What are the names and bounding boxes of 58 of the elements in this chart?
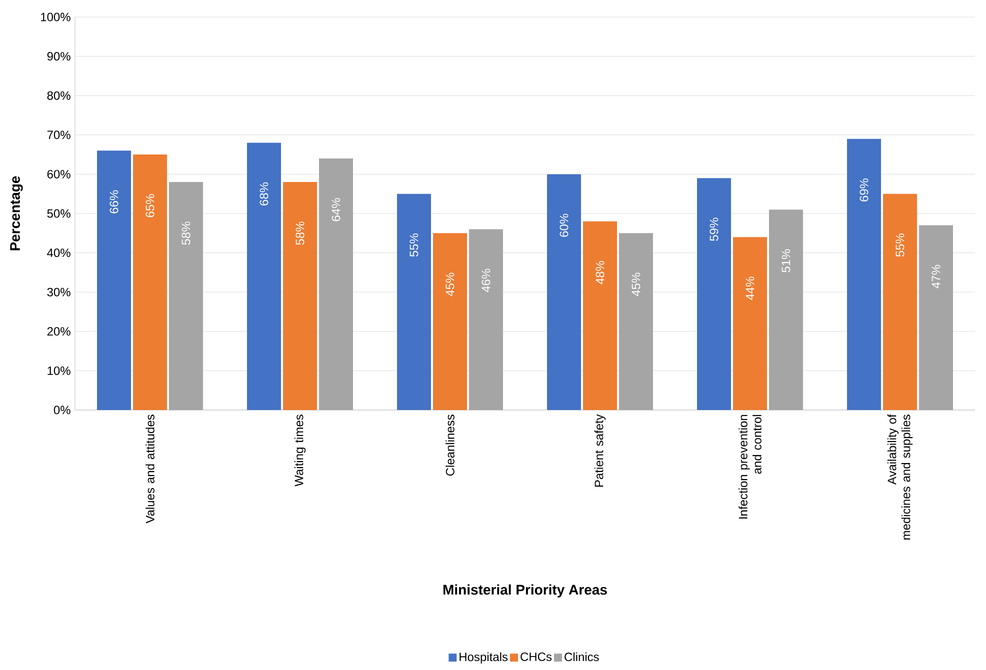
data-label: 69%	[860, 178, 868, 202]
y-tick-label: 60%	[47, 170, 70, 178]
bar	[619, 233, 654, 410]
x-axis-title: Ministerial Priority Areas	[443, 584, 607, 598]
bar	[283, 182, 318, 410]
y-tick-label: 10%	[48, 366, 70, 375]
data-label: 51%	[782, 249, 790, 272]
x-tick-label: Values and attitudes	[146, 414, 154, 524]
data-label: 55%	[410, 233, 418, 257]
data-label: 47%	[932, 264, 940, 288]
x-tick-label: Cleanliness	[446, 414, 454, 476]
data-label: 58%	[182, 222, 190, 245]
x-tick-label: Infection prevention and control	[738, 414, 762, 518]
data-label: 45%	[446, 272, 454, 296]
y-tick-label: 50%	[47, 209, 70, 218]
y-tick-label: 70%	[47, 130, 70, 140]
data-label: 46%	[482, 268, 490, 292]
y-tick-label: 40%	[47, 248, 70, 258]
data-label: 60%	[560, 214, 568, 237]
bar	[847, 138, 882, 410]
data-label: 68%	[260, 182, 268, 206]
x-tick-label: Waiting times	[294, 414, 306, 486]
x-tick-label: Patient safety	[594, 414, 606, 487]
bar	[433, 233, 468, 410]
data-label: 45%	[632, 272, 640, 296]
legend-label: Clinics	[564, 652, 599, 662]
bar	[133, 154, 167, 410]
x-tick-label: Availability of medicines and supplies	[887, 414, 913, 540]
bar	[397, 194, 432, 410]
data-label: 58%	[296, 222, 304, 245]
bar	[883, 194, 918, 410]
data-label: 64%	[332, 198, 340, 222]
data-label: 44%	[746, 276, 754, 300]
y-tick-label: 90%	[47, 52, 70, 61]
bar	[97, 150, 131, 410]
data-label: 66%	[110, 190, 118, 214]
bar	[733, 237, 768, 410]
bar	[919, 225, 954, 410]
data-label: 65%	[146, 194, 154, 218]
data-label: 55%	[896, 233, 904, 257]
legend-label: CHCs	[520, 652, 552, 661]
y-tick-label: 20%	[47, 327, 70, 336]
y-tick-label: 0%	[54, 406, 70, 414]
bar	[319, 158, 353, 410]
y-tick-label: 30%	[47, 288, 70, 296]
bar	[169, 182, 203, 410]
bar	[583, 221, 618, 410]
y-tick-label: 80%	[47, 91, 70, 100]
y-tick-label: 100%	[41, 12, 70, 22]
legend-label: Hospitals	[460, 652, 508, 664]
bar	[769, 210, 804, 410]
data-label: 59%	[710, 218, 718, 241]
bar	[547, 174, 582, 410]
bar	[697, 178, 732, 410]
bar	[247, 142, 281, 410]
data-label: 48%	[596, 260, 604, 284]
y-axis-title: Percentage	[10, 176, 23, 250]
bar	[469, 229, 503, 410]
